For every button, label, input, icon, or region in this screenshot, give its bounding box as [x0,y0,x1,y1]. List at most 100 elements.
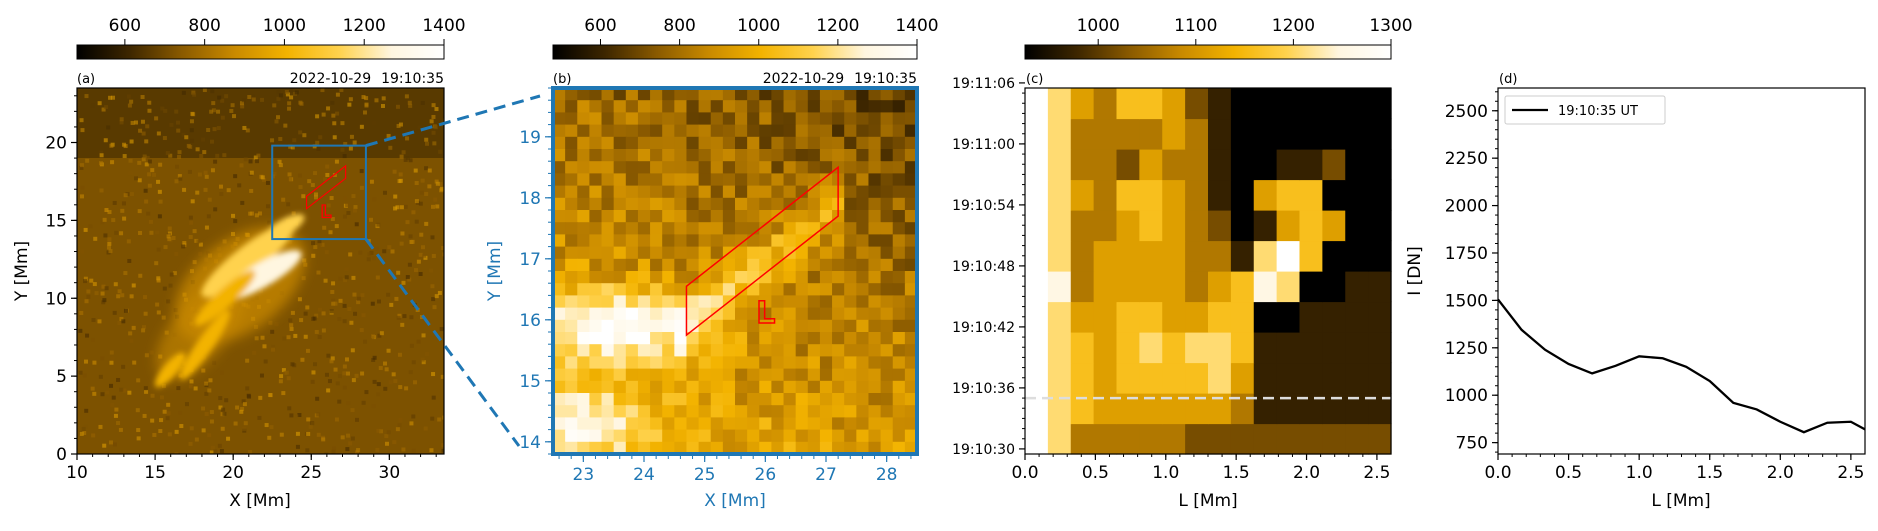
panel-b-pixel [577,124,590,138]
panel-b-pixel [637,112,651,126]
noise-speckle [434,179,439,184]
noise-speckle [331,301,336,306]
panel-b-pixel [613,185,627,199]
noise-speckle [420,100,425,105]
panel-b-pixel [735,295,748,309]
panel-b-pixel [553,283,566,296]
panel-c-pixel [1162,210,1186,242]
panel-c-pixel [1368,301,1392,333]
panel-c-pixel [1093,88,1118,120]
panel-b-pixel [722,161,736,174]
panel-b-pixel [650,368,663,382]
panel-b-pixel [844,356,857,370]
panel-b-pixel [662,124,675,138]
panel-b-pixel [856,405,870,418]
noise-speckle [204,225,209,230]
panel-b-pixel [844,319,857,333]
noise-speckle [343,196,348,201]
panel-b-pixel [650,136,663,150]
panel-d-legend: 19:10:35 UT [1504,95,1666,125]
panel-b-pixel [553,124,566,138]
panel-b-pixel [771,319,785,333]
panel-b-pixel [613,271,627,284]
noise-speckle [222,153,227,158]
noise-speckle [122,216,127,221]
panel-b-pixel [771,356,785,370]
noise-speckle [79,194,84,199]
panel-b-label: (b) [553,72,571,87]
panel-b-pixel [613,258,627,272]
panel-b-pixel [759,405,772,418]
noise-speckle [310,183,315,188]
noise-speckle [212,127,217,132]
panel-b-pixel [795,344,809,357]
panel-b-pixel [674,112,688,126]
panel-b-pixel [844,429,857,443]
noise-speckle [413,380,418,385]
panel-b-pixel [759,356,772,370]
panel-c-colorbar [1024,44,1392,60]
noise-speckle [182,241,187,246]
panel-b-pixel [904,173,917,187]
panel-b-pixel [759,344,772,357]
noise-speckle [209,109,214,114]
noise-speckle [141,328,146,333]
panel-b-pixel [892,222,906,235]
panel-b-pixel [868,271,882,284]
panel-c-pixel [1070,393,1095,425]
noise-speckle [247,394,252,399]
noise-speckle [351,275,356,280]
panel-b-pixel [601,295,615,309]
panel-c-pixel [1253,362,1278,394]
noise-speckle [292,138,297,143]
panel-b-pixel [904,124,917,138]
panel-b-pixel [722,441,736,454]
panel-a-loop-3 [194,270,256,326]
panel-b-pixel [710,234,724,248]
panel-c-pixel [1322,179,1346,211]
panel-b-pixel [601,417,615,431]
panel-b-pixel [613,197,627,211]
noise-speckle [190,199,195,204]
noise-speckle [207,197,212,202]
panel-b-pixel [783,393,797,406]
noise-speckle [103,233,108,238]
panel-b-pixel [735,417,748,431]
panel-b-pixel [565,124,578,138]
noise-speckle [156,278,161,283]
panel-b-pixel [565,136,578,150]
y-tick-label: 5 [56,367,67,387]
panel-b-pixel [904,258,917,272]
colorbar-tick-label: 1400 [422,16,465,36]
panel-b-pixel [674,161,688,174]
noise-speckle [427,184,432,189]
noise-speckle [324,250,329,255]
panel-b-pixel [577,112,590,126]
noise-speckle [147,183,152,188]
panel-b-pixel [771,258,785,272]
panel-b-pixel [698,344,712,357]
panel-b-pixel [637,271,651,284]
panel-b-pixel [868,283,882,296]
noise-speckle [265,204,270,209]
panel-b-pixel [565,283,578,296]
noise-speckle [330,100,335,105]
panel-b-pixel [868,185,882,199]
panel-c-pixel [1276,362,1301,394]
panel-b-pixel [880,344,894,357]
noise-speckle [321,437,326,442]
noise-speckle [102,298,107,303]
panel-b-pixel [589,246,603,260]
noise-speckle [313,195,318,200]
noise-speckle [128,331,133,336]
panel-b-pixel [771,149,785,162]
panel-c-pixel [1025,301,1049,333]
panel-b-pixel [589,222,603,235]
panel-c-pixel [1299,393,1323,425]
panel-b-pixel [553,295,566,309]
panel-b-pixel [686,319,700,333]
panel-b-pixel [892,405,906,418]
noise-speckle [393,194,398,199]
y-tick-label: 19 [519,128,541,148]
